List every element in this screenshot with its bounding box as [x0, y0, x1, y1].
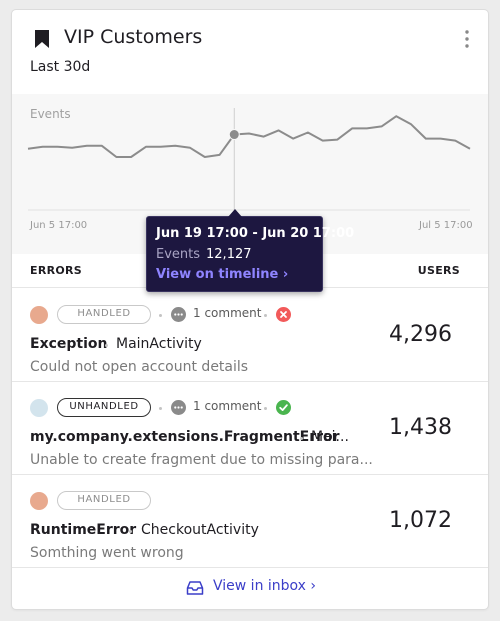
error-type: my.company.extensions.FragmentError — [30, 429, 340, 445]
status-badge: HANDLED — [57, 491, 151, 510]
inbox-icon[interactable] — [186, 580, 204, 596]
user-count: 1,438 — [389, 415, 452, 440]
events-line-chart — [27, 108, 471, 211]
error-type: Exception — [30, 336, 108, 352]
status-badge: UNHANDLED — [57, 398, 151, 417]
card-header: VIP Customers Last 30d — [12, 10, 488, 94]
error-message: Could not open account details — [30, 359, 249, 375]
tooltip-events-label: Events — [156, 247, 201, 262]
error-location: Mai... — [311, 429, 349, 445]
avatar — [30, 399, 48, 417]
error-type: RuntimeError — [30, 522, 137, 538]
more-options-icon[interactable] — [460, 29, 474, 49]
series-line — [27, 115, 471, 158]
separator-dot — [264, 407, 267, 410]
separator-dot — [159, 314, 162, 317]
separator-dot — [129, 530, 132, 533]
bookmark-icon — [35, 30, 49, 48]
x-tick-label-start: Jun 5 17:00 — [30, 220, 88, 231]
view-in-inbox-link[interactable]: View in inbox › — [213, 578, 317, 594]
user-count: 4,296 — [389, 322, 452, 347]
check-circle-icon — [276, 400, 291, 415]
tooltip-date-range: Jun 19 17:00 - Jun 20 17:00 — [156, 226, 355, 241]
tooltip-events-value: 12,127 — [206, 247, 252, 262]
comment-icon — [171, 400, 186, 415]
y-axis-label: Events — [30, 107, 71, 121]
x-tick-label-end: Jul 5 17:00 — [419, 220, 473, 231]
separator-dot — [159, 407, 162, 410]
error-location: CheckoutActivity — [141, 522, 259, 538]
highlighted-data-point[interactable] — [228, 129, 240, 141]
avatar — [30, 306, 48, 324]
vip-customers-card: VIP Customers Last 30d Events Jun 5 17:0… — [12, 10, 488, 609]
error-row[interactable]: HANDLED 1 comment Exception MainActivity… — [12, 289, 488, 382]
status-badge: HANDLED — [57, 305, 151, 324]
error-x-icon — [276, 307, 291, 322]
view-on-timeline-link[interactable]: View on timeline › — [156, 267, 289, 282]
period-label: Last 30d — [30, 59, 91, 75]
avatar — [30, 492, 48, 510]
card-footer: View in inbox › — [12, 568, 488, 609]
error-message: Unable to create fragment due to missing… — [30, 452, 373, 468]
error-message: Somthing went wrong — [30, 545, 184, 561]
comment-count[interactable]: 1 comment — [193, 399, 262, 413]
separator-dot — [105, 344, 108, 347]
comment-icon — [171, 307, 186, 322]
user-count: 1,072 — [389, 508, 452, 533]
separator-dot — [264, 314, 267, 317]
separator-dot — [300, 437, 303, 440]
error-row[interactable]: HANDLED RuntimeError CheckoutActivity So… — [12, 475, 488, 568]
comment-count[interactable]: 1 comment — [193, 306, 262, 320]
error-row[interactable]: UNHANDLED 1 comment my.company.extension… — [12, 382, 488, 475]
tooltip-events: Events 12,127 — [156, 247, 252, 262]
card-title: VIP Customers — [64, 26, 203, 48]
chart-tooltip: Jun 19 17:00 - Jun 20 17:00 Events 12,127… — [146, 209, 354, 292]
users-column-header: USERS — [417, 264, 460, 277]
errors-column-header: ERRORS — [30, 264, 82, 277]
error-location: MainActivity — [116, 336, 202, 352]
